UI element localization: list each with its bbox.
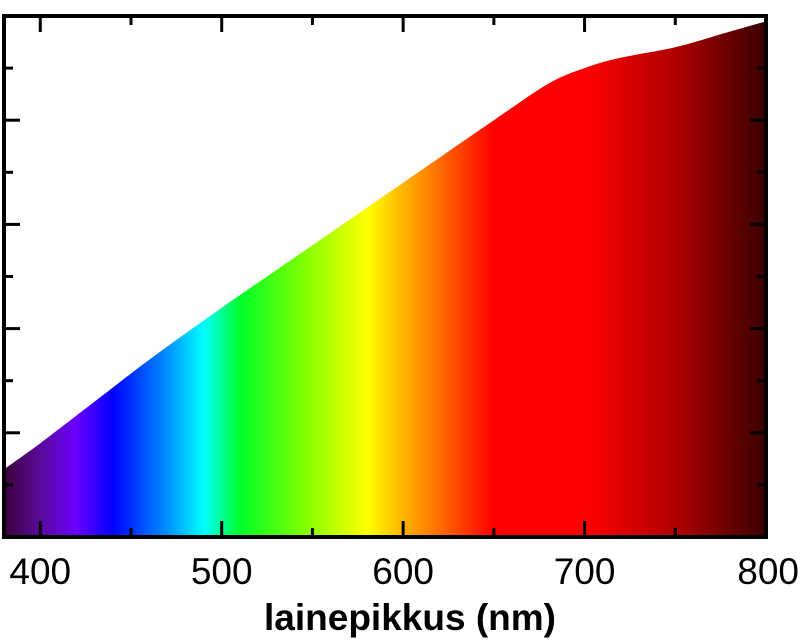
x-tick-label: 400 (9, 551, 71, 592)
x-tick-label: 500 (191, 551, 253, 592)
x-tick-labels: 400 500 600 700 800 (9, 551, 799, 592)
spectrum-area (4, 21, 766, 537)
x-tick-label: 800 (737, 551, 799, 592)
plot-area (4, 21, 766, 537)
x-tick-label: 600 (372, 551, 434, 592)
x-tick-label: 700 (554, 551, 616, 592)
plot-frame (2, 14, 768, 539)
x-axis-label: lainepikkus (nm) (264, 597, 556, 638)
